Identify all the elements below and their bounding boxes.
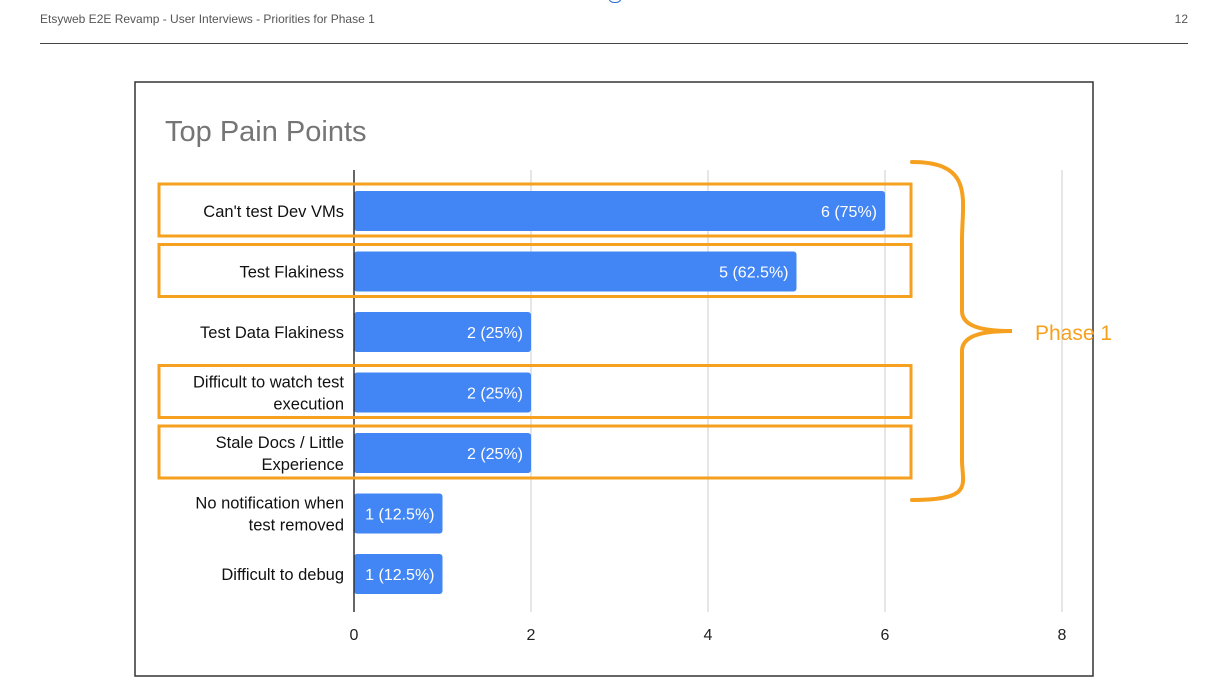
data-label: 5 (62.5%) [719,265,788,282]
category-label: Can't test Dev VMs [203,203,344,221]
category-label: Difficult to watch test [193,374,344,392]
x-tick-label: 8 [1058,627,1067,644]
category-label: Experience [261,456,344,474]
category-label: execution [273,396,344,414]
bar [354,312,531,352]
header-divider [40,43,1188,44]
data-label: 2 (25%) [467,446,523,463]
highlight-box [157,364,913,419]
category-label: Test Flakiness [239,264,344,282]
highlight-box [157,243,913,298]
category-label: No notification when [195,495,344,513]
chart-title: Top Pain Points [165,116,367,148]
highlight-box [157,182,913,238]
data-label: 6 (75%) [821,204,877,221]
x-tick-label: 2 [527,627,536,644]
category-label: Stale Docs / Little [216,434,344,452]
data-label: 2 (25%) [467,386,523,403]
slide-header: Etsyweb E2E Revamp - User Interviews - P… [40,10,1188,32]
data-label: 2 (25%) [467,325,523,342]
bar [354,554,443,594]
bar [354,372,531,413]
data-label: 1 (12.5%) [365,507,434,524]
phase-label: Phase 1 [1035,322,1112,345]
slide-title: Etsyweb E2E Revamp - User Interviews - P… [40,12,375,26]
highlight-box [157,424,913,480]
bar [354,191,885,231]
x-tick-label: 4 [704,627,713,644]
page-number: 12 [1174,12,1188,26]
category-label: Test Data Flakiness [200,324,344,342]
x-tick-label: 0 [350,627,359,644]
data-label: 1 (12.5%) [365,567,434,584]
category-label: Difficult to debug [221,566,344,584]
bar [354,251,797,292]
category-label: test removed [249,517,344,535]
x-tick-label: 6 [881,627,890,644]
chart-frame [134,81,1094,677]
bar [354,493,443,534]
phase-brace [910,160,1013,502]
bar [354,433,531,473]
